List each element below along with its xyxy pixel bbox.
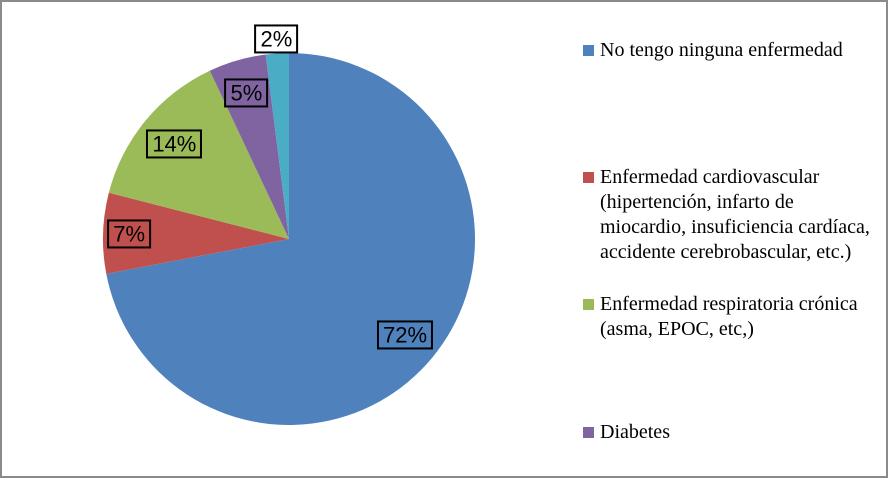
pie-slice xyxy=(102,192,289,274)
pie-data-label-slice-1: 7% xyxy=(107,219,152,249)
pie-data-label-slice-0: 72% xyxy=(377,320,434,350)
pie-slice xyxy=(106,53,475,425)
pie-data-label-slice-2: 14% xyxy=(146,129,203,159)
pie-data-label-slice-4: 2% xyxy=(254,23,299,54)
pie-slice xyxy=(108,70,289,239)
pie-slice xyxy=(209,54,289,239)
pie-slice xyxy=(265,53,289,239)
pie-data-label-slice-3: 5% xyxy=(224,77,269,108)
